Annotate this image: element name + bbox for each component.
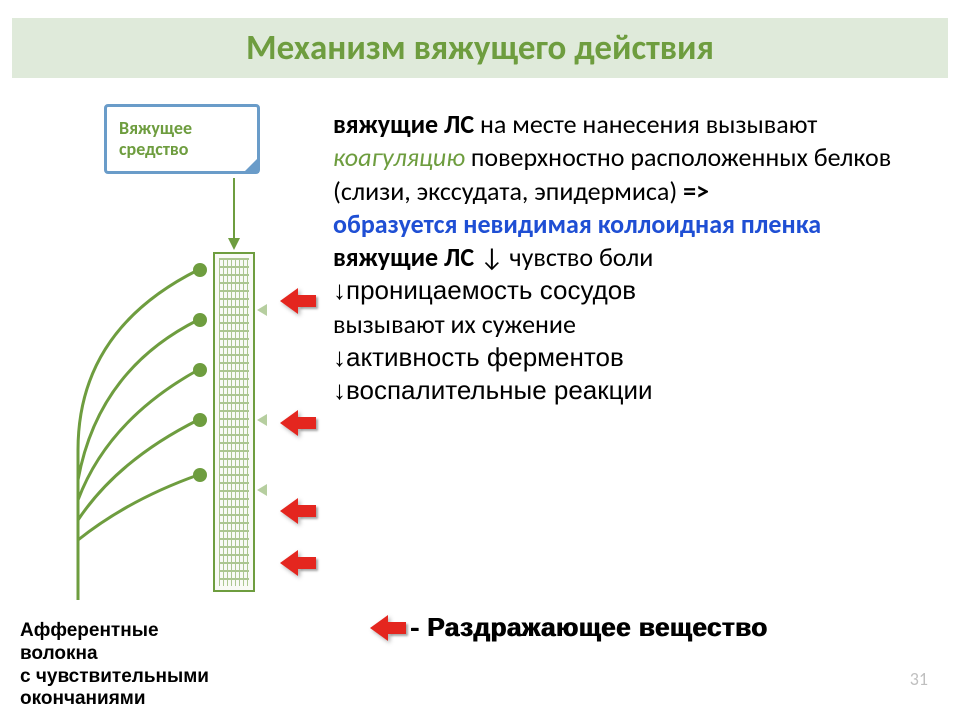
label-box-line2: средство [119, 139, 257, 160]
text: ↓проницаемость сосудов [333, 275, 636, 305]
text: вызывают их сужение [333, 308, 576, 340]
text: ↓воспалительные реакции [333, 375, 653, 405]
irritant-label: - Раздражающее вещество [410, 612, 767, 643]
title-band: Механизм вяжущего действия [12, 18, 948, 78]
caption-line: с чувствительными [20, 666, 209, 689]
text-arrow: => [683, 175, 709, 207]
astringent-label-box: Вяжущее средство [104, 104, 260, 174]
barrier-tick-icon [257, 304, 267, 316]
red-arrow-icon [280, 550, 316, 576]
label-box-line1: Вяжущее [119, 118, 257, 139]
body-text: вяжущие ЛС на месте нанесения вызывают к… [333, 108, 936, 407]
red-arrow-icon [280, 498, 316, 524]
text: ↓активность ферментов [333, 342, 624, 372]
barrier-tick-icon [257, 484, 267, 496]
page-title: Механизм вяжущего действия [246, 27, 714, 69]
caption-line: волокна [20, 643, 209, 666]
text-green: коагуляцию [333, 141, 465, 173]
nerve-fibers-diagram [18, 250, 228, 600]
red-arrow-icon [280, 410, 316, 436]
down-arrow-icon [233, 178, 235, 248]
red-arrow-icon [280, 288, 316, 314]
text-blue: образуется невидимая коллоидная пленка [333, 208, 821, 240]
text-bold: вяжущие ЛС [333, 108, 474, 140]
red-arrow-icon [370, 615, 406, 641]
text: ↓ чувство боли [474, 241, 653, 273]
caption-line: Афферентные [20, 620, 209, 643]
irritant-legend: - Раздражающее вещество [370, 612, 767, 643]
barrier-tick-icon [257, 414, 267, 426]
nerve-caption: Афферентные волокна с чувствительными ок… [20, 620, 209, 711]
text: на месте нанесения вызывают [474, 108, 817, 140]
page-number: 31 [910, 668, 928, 690]
caption-line: окончаниями [20, 688, 209, 711]
text-bold: вяжущие ЛС [333, 241, 474, 273]
